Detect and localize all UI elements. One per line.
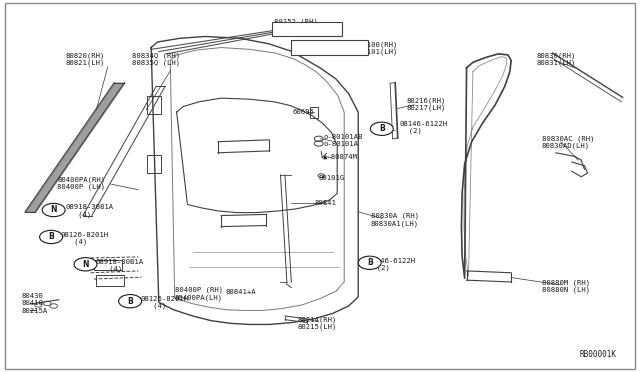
Text: 80100(RH)
80101(LH): 80100(RH) 80101(LH) [358,41,397,55]
Bar [96,275,124,286]
Text: 80400PA(RH)
80400P (LH): 80400PA(RH) 80400P (LH) [58,176,106,190]
Text: 80830(RH)
80831(LH): 80830(RH) 80831(LH) [537,52,576,66]
Text: RB00001K: RB00001K [579,350,616,359]
Circle shape [371,122,394,135]
Text: 08146-6122H
  (2): 08146-6122H (2) [399,121,448,134]
Text: 80214(RH)
80215(LH): 80214(RH) 80215(LH) [298,316,337,330]
Text: 80820(RH)
80821(LH): 80820(RH) 80821(LH) [65,52,104,66]
Text: B: B [48,232,54,241]
Text: 80830A (RH)
80830A1(LH): 80830A (RH) 80830A1(LH) [371,213,419,227]
Bar [272,22,342,36]
Text: 80841: 80841 [315,201,337,206]
Text: 80834Q (RH)
80835Q (LH): 80834Q (RH) 80835Q (LH) [132,52,180,66]
Text: 80880M (RH)
80880N (LH): 80880M (RH) 80880N (LH) [541,279,590,294]
Text: N: N [83,260,89,269]
Bar [310,107,318,118]
Text: 80215A: 80215A [22,308,48,314]
Text: B: B [127,297,133,306]
Text: B: B [367,258,372,267]
Circle shape [118,295,141,308]
Text: ▲-80874M: ▲-80874M [323,154,358,160]
Text: 60695: 60695 [292,109,314,115]
Text: 80841+A: 80841+A [226,289,256,295]
Text: 80830AC (RH)
80830AD(LH): 80830AC (RH) 80830AD(LH) [541,135,595,150]
Circle shape [358,256,381,269]
Text: 08126-8201H
   (4): 08126-8201H (4) [61,232,109,245]
Circle shape [40,230,63,244]
Text: 08146-6122H
  (2): 08146-6122H (2) [368,257,416,271]
Text: 80400P (RH)
80400PA(LH): 80400P (RH) 80400PA(LH) [175,287,223,301]
Circle shape [42,203,65,217]
Text: 80430: 80430 [22,293,44,299]
Text: 80216(RH)
80217(LH): 80216(RH) 80217(LH) [406,97,445,111]
Text: o-80101AB
o-80101A: o-80101AB o-80101A [323,134,363,147]
Bar [291,40,368,55]
Text: 08126-8201H
   (4): 08126-8201H (4) [140,296,188,309]
Text: 08918-30B1A
   (4): 08918-30B1A (4) [96,259,144,272]
Text: 80101G: 80101G [318,175,344,181]
Text: 80410: 80410 [22,301,44,307]
Text: 08918-3081A
   (4): 08918-3081A (4) [65,204,113,218]
Text: N: N [51,205,57,215]
Circle shape [74,258,97,271]
Text: 80152 (RH)
80153(LH): 80152 (RH) 80153(LH) [274,18,318,32]
Text: B: B [379,124,385,133]
Bar [94,260,122,270]
Bar [147,155,161,173]
Bar [147,96,161,114]
